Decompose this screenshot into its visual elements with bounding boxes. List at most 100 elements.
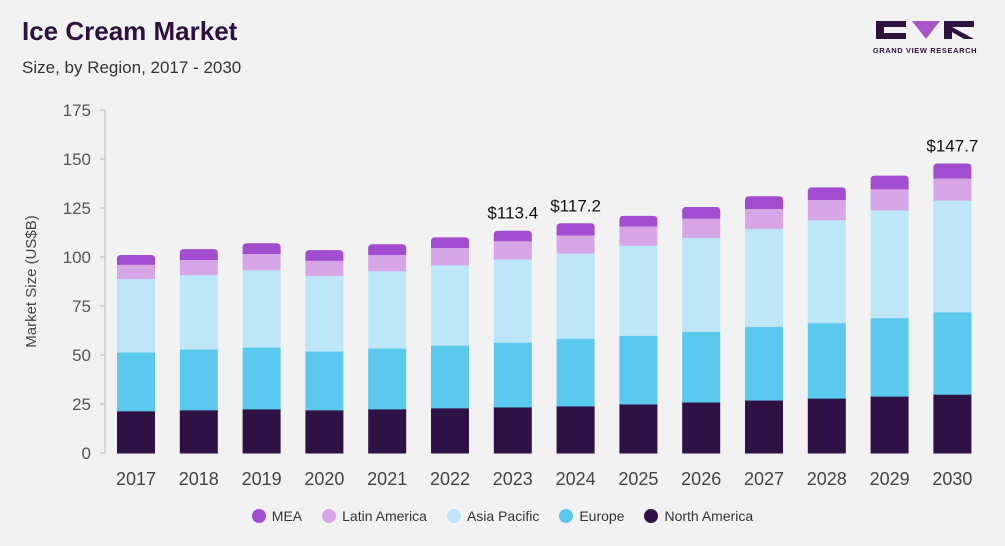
bar-segment-europe (556, 338, 595, 407)
bar-segment-asia-pacific (619, 245, 658, 336)
bar-segment-latin-america (242, 254, 281, 271)
bar-segment-north-america (431, 407, 469, 454)
bar-segment-latin-america (179, 259, 218, 276)
legend-label: North America (664, 508, 754, 524)
bar-segment-europe (745, 326, 783, 401)
x-tick-label: 2024 (556, 469, 596, 489)
bar-segment-mea (117, 255, 155, 265)
bar-segment-north-america (933, 394, 972, 454)
bar-segment-latin-america (933, 178, 972, 201)
bar-segment-latin-america (117, 264, 155, 280)
y-tick-label: 150 (63, 150, 91, 169)
bar-segment-europe (933, 311, 972, 395)
data-label: $147.7 (926, 137, 978, 156)
legend-label: Latin America (342, 508, 427, 524)
bar-segment-europe (619, 335, 658, 405)
bar-segment-mea (807, 187, 846, 201)
data-label: $113.4 (487, 204, 538, 223)
bar-segment-latin-america (807, 200, 846, 221)
bar-segment-mea (493, 230, 532, 242)
bar-segment-europe (179, 349, 218, 411)
bar-segment-asia-pacific (745, 228, 783, 328)
x-tick-label: 2021 (367, 469, 407, 489)
bar-segment-north-america (807, 398, 846, 454)
bar-segment-north-america (870, 396, 909, 454)
bar-segment-europe (807, 322, 846, 399)
bar-segment-north-america (368, 408, 407, 454)
bar-segment-asia-pacific (870, 209, 909, 319)
bar-segment-latin-america (368, 255, 407, 272)
bar-segment-north-america (242, 408, 281, 454)
bar-segment-asia-pacific (368, 270, 407, 349)
bar-segment-europe (117, 352, 155, 412)
bar-segment-asia-pacific (807, 219, 846, 324)
y-tick-label: 25 (72, 395, 91, 414)
bar-segment-europe (493, 342, 532, 408)
legend-item-north-america: North America (644, 508, 753, 524)
x-tick-label: 2018 (179, 469, 219, 489)
legend-swatch (644, 509, 659, 523)
legend-swatch (251, 509, 266, 523)
bar-segment-mea (870, 175, 909, 190)
bar-segment-mea (242, 243, 281, 255)
x-tick-label: 2019 (242, 469, 282, 489)
bar-segment-europe (682, 331, 721, 403)
bar-segment-europe (242, 347, 281, 410)
x-tick-label: 2028 (807, 469, 847, 489)
bar-segment-asia-pacific (179, 274, 218, 350)
grand-view-research-logo: GRAND VIEW RESEARCH (872, 20, 982, 56)
bar-segment-asia-pacific (305, 275, 344, 352)
bar-segment-asia-pacific (117, 278, 155, 353)
chart-title: Ice Cream Market (22, 16, 238, 46)
bar-segment-europe (305, 351, 344, 411)
logo-text: GRAND VIEW RESEARCH (872, 46, 978, 55)
legend-item-europe: Europe (559, 508, 624, 524)
x-tick-label: 2030 (932, 469, 972, 489)
bar-segment-europe (870, 317, 909, 397)
bar-segment-mea (933, 163, 972, 179)
x-tick-label: 2025 (618, 469, 658, 489)
bar-segment-north-america (682, 402, 721, 454)
x-tick-label: 2027 (744, 469, 784, 489)
bar-segment-latin-america (431, 248, 469, 266)
chart-legend: MEA Latin America Asia Pacific Europe North … (0, 508, 1005, 524)
y-tick-label: 175 (63, 101, 91, 120)
bar-segment-north-america (305, 409, 344, 454)
bar-segment-asia-pacific (431, 264, 469, 346)
x-tick-label: 2022 (430, 469, 470, 489)
bar-segment-europe (368, 348, 407, 410)
bar-segment-mea (431, 237, 469, 249)
y-tick-label: 50 (72, 346, 91, 365)
chart-subtitle: Size, by Region, 2017 - 2030 (22, 58, 242, 77)
stacked-bar-chart: 0 25 50 75 100 125 150 175 Market Size (US$B) 201… (23, 101, 978, 489)
legend-item-asia-pacific: Asia Pacific (446, 508, 540, 524)
x-tick-label: 2029 (870, 469, 910, 489)
bar-segment-mea (179, 249, 218, 260)
bar-segment-latin-america (305, 260, 344, 277)
bar-segment-mea (305, 250, 344, 261)
bar-segment-mea (556, 223, 595, 236)
bar-segment-north-america (556, 405, 595, 454)
bar-segment-north-america (745, 400, 783, 454)
bar-segment-latin-america (619, 226, 658, 246)
y-tick-label: 0 (82, 444, 91, 463)
logo-mark-icon (876, 21, 974, 39)
bar-segment-north-america (179, 409, 218, 454)
bar-segment-latin-america (870, 189, 909, 211)
x-tick-label: 2026 (681, 469, 721, 489)
legend-item-latin-america: Latin America (322, 508, 427, 524)
bar-segment-asia-pacific (493, 258, 532, 343)
legend-swatch (446, 509, 461, 523)
bar-segment-north-america (117, 410, 155, 454)
y-tick-label: 75 (72, 297, 91, 316)
data-label: $117.2 (550, 196, 601, 215)
y-tick-label: 125 (63, 199, 91, 218)
legend-label: Asia Pacific (466, 508, 540, 524)
x-tick-label: 2017 (116, 469, 156, 489)
bar-segment-mea (745, 196, 783, 209)
legend-label: MEA (271, 508, 303, 524)
bar-segment-asia-pacific (933, 200, 972, 313)
bar-segment-mea (619, 215, 658, 227)
bar-segment-asia-pacific (682, 237, 721, 332)
bar-segment-mea (368, 244, 407, 256)
